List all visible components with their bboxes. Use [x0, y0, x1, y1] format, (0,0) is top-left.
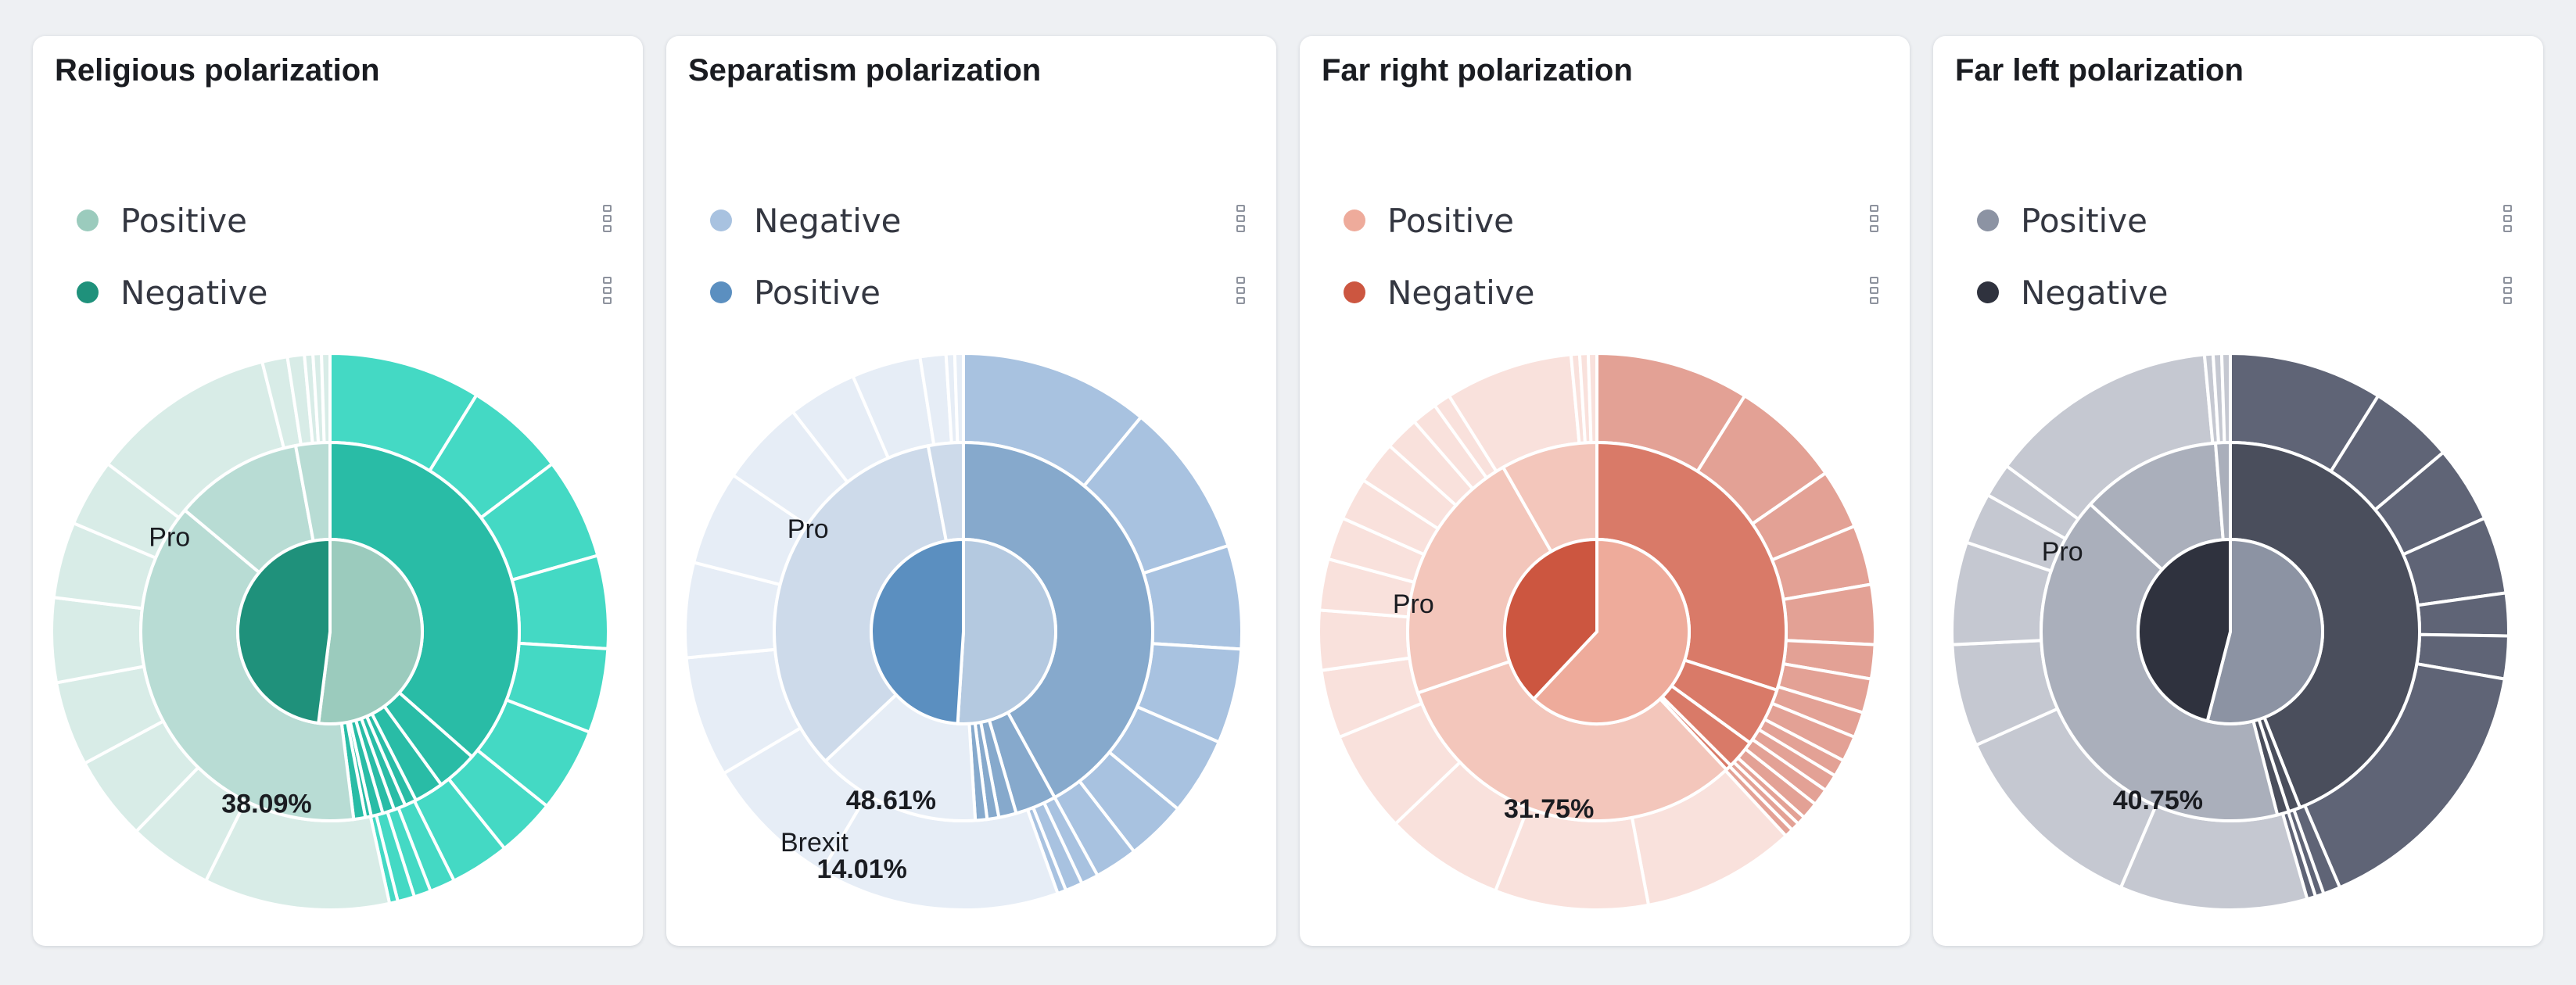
inner-segment[interactable] — [1531, 537, 1691, 725]
legend: Negative Positive — [710, 184, 1250, 328]
legend-dot-icon — [1977, 281, 1999, 303]
legend-dot-icon — [710, 210, 732, 231]
outer-segment[interactable] — [319, 351, 332, 445]
legend-label: Negative — [2021, 273, 2169, 312]
sunburst-chart: Pro 31.75% — [1317, 351, 1877, 912]
sunburst-chart: Pro 40.75% — [1950, 351, 2510, 912]
legend-dot-icon — [77, 210, 99, 231]
legend-item-positive[interactable]: Positive — [77, 184, 616, 256]
inner-segment[interactable] — [2205, 537, 2324, 725]
legend-item-negative[interactable]: Negative — [1344, 256, 1883, 328]
value-label: 31.75% — [1504, 794, 1594, 824]
legend-label: Negative — [120, 273, 268, 312]
legend-item-positive[interactable]: Positive — [1977, 184, 2517, 256]
sunburst-chart: Pro 38.09% — [50, 351, 610, 912]
legend-label: Positive — [754, 273, 881, 312]
panel-title: Far left polarization — [1955, 53, 2244, 88]
legend-dot-icon — [77, 281, 99, 303]
more-options-icon[interactable] — [2498, 203, 2517, 239]
inner-segment[interactable] — [2137, 537, 2232, 723]
legend: Positive Negative — [77, 184, 616, 328]
legend-label: Negative — [754, 201, 902, 240]
chart-panel-far-left: Far left polarization Positive Negative … — [1933, 36, 2543, 946]
legend-label: Negative — [1387, 273, 1535, 312]
more-options-icon[interactable] — [1231, 275, 1250, 311]
more-options-icon[interactable] — [597, 203, 616, 239]
sunburst-chart: Pro Brexit 48.61% 14.01% — [683, 351, 1243, 912]
outer-segment[interactable] — [953, 351, 965, 445]
segment-label: Pro — [149, 522, 190, 552]
value-label: 38.09% — [221, 790, 311, 819]
panel-title: Separatism polarization — [688, 53, 1042, 88]
chart-panel-religious: Religious polarization Positive Negative… — [33, 36, 643, 946]
panel-title: Far right polarization — [1322, 53, 1633, 88]
outer-segment[interactable] — [1586, 351, 1598, 445]
more-options-icon[interactable] — [1864, 203, 1883, 239]
chart-panel-far-right: Far right polarization Positive Negative… — [1300, 36, 1910, 946]
legend-item-negative[interactable]: Negative — [77, 256, 616, 328]
segment-label: Pro — [2042, 537, 2083, 567]
dashboard-panels: Religious polarization Positive Negative… — [33, 36, 2543, 946]
legend-label: Positive — [2021, 201, 2147, 240]
more-options-icon[interactable] — [597, 275, 616, 311]
legend-item-positive[interactable]: Positive — [1344, 184, 1883, 256]
inner-segment[interactable] — [316, 537, 424, 725]
inner-segment[interactable] — [1503, 537, 1598, 701]
inner-segment[interactable] — [236, 537, 332, 725]
chart-panel-separatism: Separatism polarization Negative Positiv… — [666, 36, 1276, 946]
legend-item-negative[interactable]: Negative — [710, 184, 1250, 256]
legend-dot-icon — [1977, 210, 1999, 231]
more-options-icon[interactable] — [1231, 203, 1250, 239]
legend: Positive Negative — [1977, 184, 2517, 328]
segment-label: Pro — [788, 514, 829, 544]
legend-dot-icon — [1344, 281, 1365, 303]
panel-title: Religious polarization — [55, 53, 380, 88]
inner-segment[interactable] — [956, 537, 1057, 725]
legend-label: Positive — [120, 201, 247, 240]
legend-item-negative[interactable]: Negative — [1977, 256, 2517, 328]
outer-segment[interactable] — [2219, 351, 2232, 445]
outer-segment[interactable] — [50, 596, 146, 685]
more-options-icon[interactable] — [1864, 275, 1883, 311]
legend: Positive Negative — [1344, 184, 1883, 328]
legend-dot-icon — [710, 281, 732, 303]
legend-dot-icon — [1344, 210, 1365, 231]
segment-label: Brexit — [780, 828, 849, 858]
legend-item-positive[interactable]: Positive — [710, 256, 1250, 328]
value-label: 40.75% — [2113, 786, 2203, 815]
value-label: 48.61% — [846, 786, 936, 815]
segment-label: Pro — [1393, 589, 1434, 619]
value-label: 14.01% — [817, 854, 907, 884]
more-options-icon[interactable] — [2498, 275, 2517, 311]
legend-label: Positive — [1387, 201, 1514, 240]
inner-segment[interactable] — [870, 537, 965, 725]
